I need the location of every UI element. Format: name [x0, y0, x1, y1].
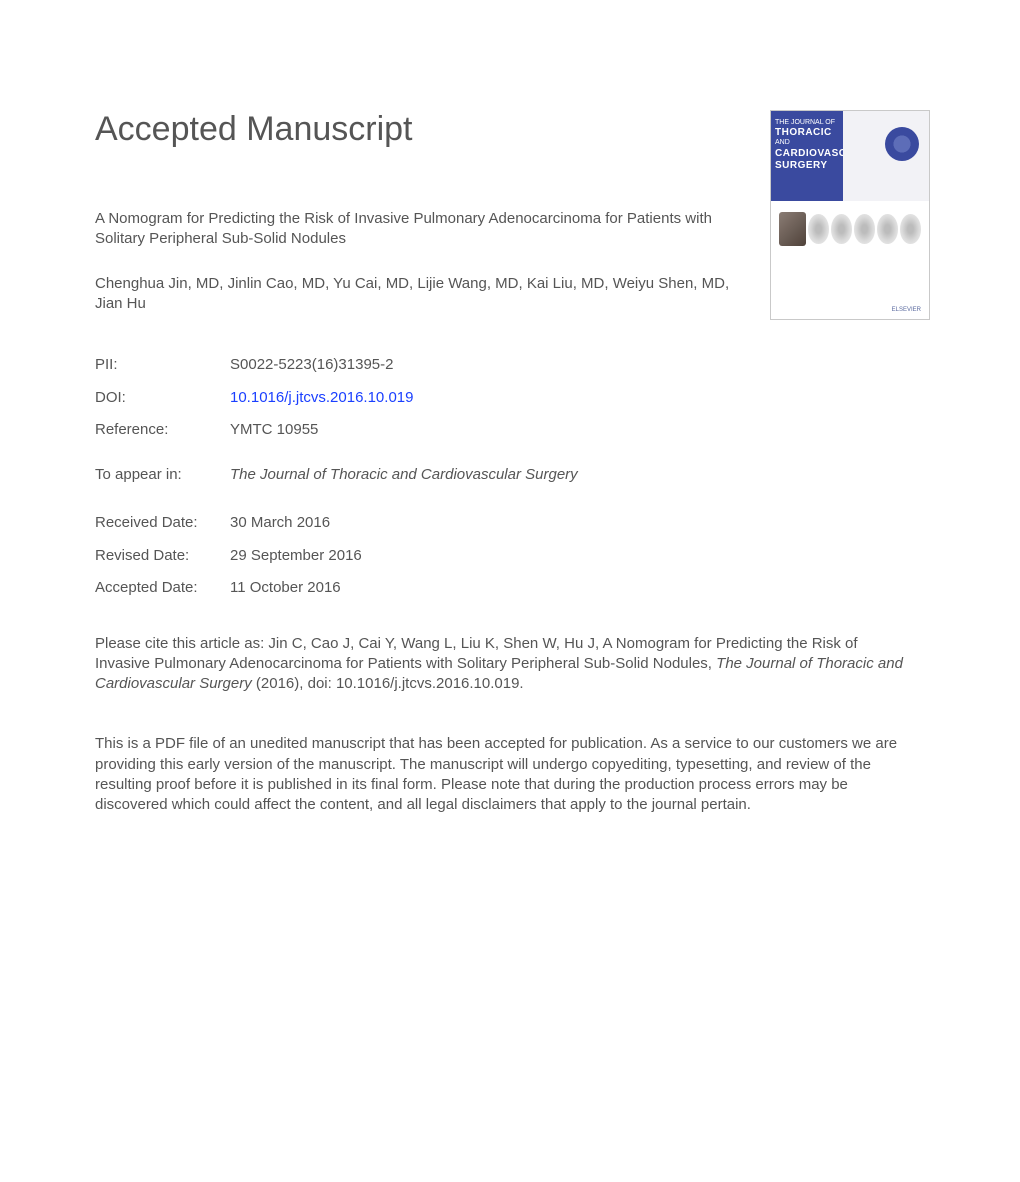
pii-row: PII: S0022-5223(16)31395-2: [95, 354, 930, 377]
cover-line5: SURGERY: [775, 160, 839, 172]
cover-line1: THE JOURNAL OF: [775, 119, 839, 127]
doi-row: DOI: 10.1016/j.jtcvs.2016.10.019: [95, 387, 930, 410]
reference-row: Reference: YMTC 10955: [95, 419, 930, 442]
doi-link[interactable]: 10.1016/j.jtcvs.2016.10.019: [230, 387, 413, 410]
to-appear-row: To appear in: The Journal of Thoracic an…: [95, 464, 930, 487]
cover-seal-area: [843, 111, 929, 201]
article-title: A Nomogram for Predicting the Risk of In…: [95, 209, 715, 250]
reference-label: Reference:: [95, 419, 230, 442]
citation-text: Please cite this article as: Jin C, Cao …: [95, 634, 915, 695]
seal-icon: [885, 127, 919, 161]
revised-value: 29 September 2016: [230, 545, 362, 568]
fingerprint-icon: [854, 214, 875, 244]
fingerprint-icon: [900, 214, 921, 244]
to-appear-label: To appear in:: [95, 464, 230, 487]
cover-image-strip: [771, 201, 929, 257]
pii-value: S0022-5223(16)31395-2: [230, 354, 393, 377]
accepted-value: 11 October 2016: [230, 577, 341, 600]
fingerprint-icon: [808, 214, 829, 244]
doi-label: DOI:: [95, 387, 230, 410]
received-value: 30 March 2016: [230, 512, 330, 535]
journal-cover-thumbnail: THE JOURNAL OF THORACIC AND CARDIOVASCUL…: [770, 110, 930, 320]
received-row: Received Date: 30 March 2016: [95, 512, 930, 535]
manuscript-cover-page: Accepted Manuscript THE JOURNAL OF THORA…: [0, 0, 1020, 875]
header-row: Accepted Manuscript THE JOURNAL OF THORA…: [95, 110, 930, 149]
revised-row: Revised Date: 29 September 2016: [95, 545, 930, 568]
accepted-label: Accepted Date:: [95, 577, 230, 600]
author-list: Chenghua Jin, MD, Jinlin Cao, MD, Yu Cai…: [95, 274, 735, 315]
cover-title-block: THE JOURNAL OF THORACIC AND CARDIOVASCUL…: [771, 111, 843, 201]
cover-line3: AND: [775, 139, 839, 147]
fingerprint-icon: [831, 214, 852, 244]
received-label: Received Date:: [95, 512, 230, 535]
revised-label: Revised Date:: [95, 545, 230, 568]
fingerprint-icon: [877, 214, 898, 244]
accepted-row: Accepted Date: 11 October 2016: [95, 577, 930, 600]
pii-label: PII:: [95, 354, 230, 377]
cover-line2: THORACIC: [775, 127, 839, 139]
citation-suffix: (2016), doi: 10.1016/j.jtcvs.2016.10.019…: [252, 675, 524, 692]
disclaimer-text: This is a PDF file of an unedited manusc…: [95, 734, 915, 815]
cover-photo-icon: [779, 212, 806, 246]
cover-publisher: ELSEVIER: [892, 307, 921, 313]
reference-value: YMTC 10955: [230, 419, 318, 442]
cover-masthead: THE JOURNAL OF THORACIC AND CARDIOVASCUL…: [771, 111, 929, 201]
metadata-block: PII: S0022-5223(16)31395-2 DOI: 10.1016/…: [95, 354, 930, 600]
cover-line4: CARDIOVASCULAR: [775, 148, 839, 160]
to-appear-value: The Journal of Thoracic and Cardiovascul…: [230, 464, 578, 487]
